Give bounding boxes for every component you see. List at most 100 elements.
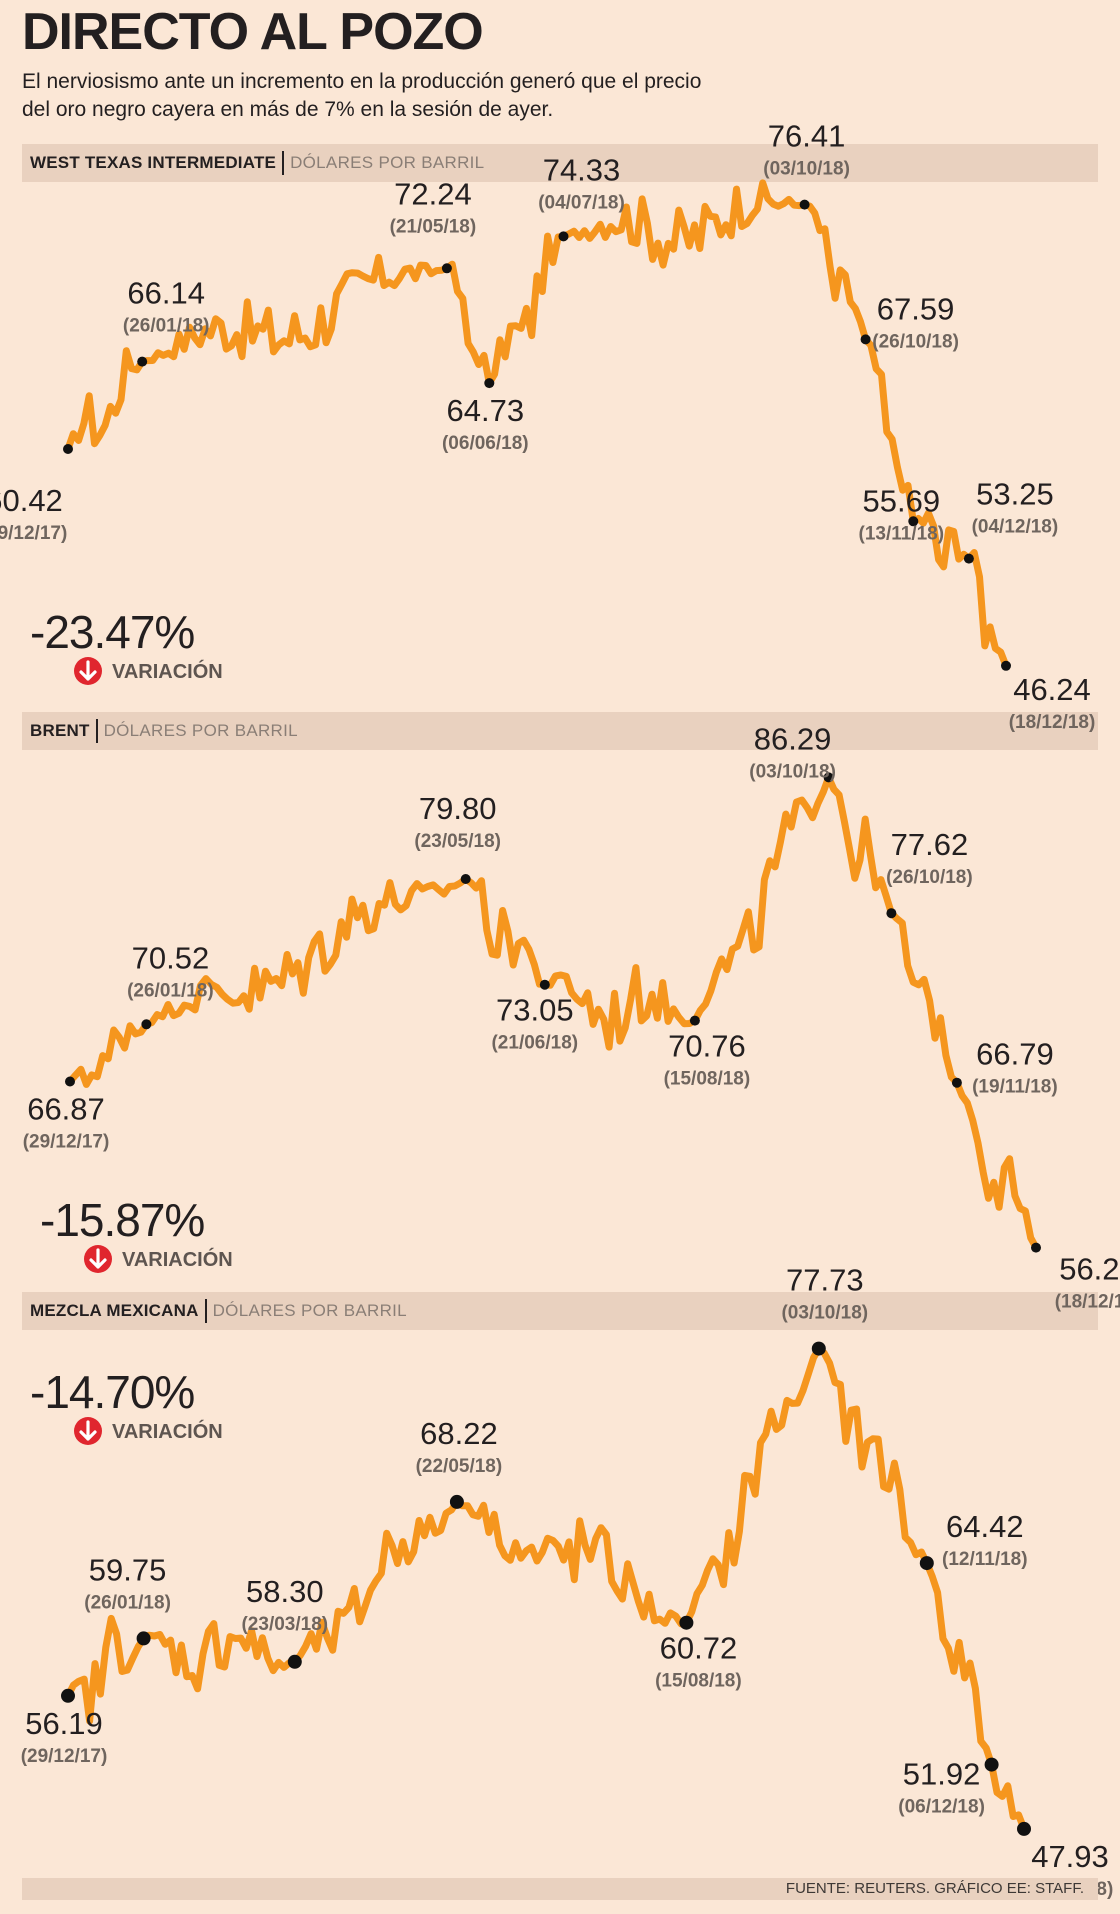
series-line xyxy=(64,179,1010,670)
data-label: 53.25 xyxy=(976,477,1054,512)
data-point xyxy=(963,553,974,564)
variation-label: VARIACIÓN xyxy=(112,659,223,683)
data-label: 64.73 xyxy=(447,393,525,428)
data-point xyxy=(823,772,834,783)
data-point xyxy=(1017,1821,1031,1836)
data-point xyxy=(539,979,550,990)
data-label: 46.24 xyxy=(1013,672,1091,707)
data-point xyxy=(799,199,810,210)
data-label: 73.05 xyxy=(496,993,574,1028)
data-label: 70.52 xyxy=(132,940,210,975)
date-label: (29/12/17) xyxy=(0,523,67,544)
data-point xyxy=(1001,660,1011,671)
band-divider xyxy=(282,151,285,175)
data-label: 74.33 xyxy=(543,152,621,187)
series-line xyxy=(66,773,1040,1252)
data-point xyxy=(137,356,148,367)
data-label: 60.72 xyxy=(660,1631,738,1666)
variation-percent: -15.87% xyxy=(40,1194,204,1246)
brent-header-band: BRENT DÓLARES POR BARRIL xyxy=(22,712,1098,750)
data-label: 67.59 xyxy=(877,291,955,326)
data-label: 64.42 xyxy=(946,1509,1024,1544)
date-label: (04/12/18) xyxy=(972,517,1059,538)
data-point xyxy=(141,1019,152,1030)
date-label: (23/03/18) xyxy=(241,1614,328,1635)
data-point xyxy=(886,908,897,919)
wti-unit-label: DÓLARES POR BARRIL xyxy=(290,153,485,172)
date-label: (03/10/18) xyxy=(763,159,850,180)
date-label: (29/12/17) xyxy=(21,1746,108,1767)
down-arrow-glyph xyxy=(79,1420,97,1441)
date-label: (03/10/18) xyxy=(781,1303,868,1324)
date-label: (15/08/18) xyxy=(664,1069,751,1090)
date-label: (26/01/18) xyxy=(127,980,214,1001)
data-point xyxy=(679,1615,694,1630)
data-label: 77.73 xyxy=(786,1263,864,1298)
date-label: (15/08/18) xyxy=(655,1671,742,1692)
band-divider xyxy=(95,719,98,743)
data-label: 79.80 xyxy=(419,791,497,826)
data-label: 66.14 xyxy=(127,276,205,311)
data-label: 66.79 xyxy=(976,1037,1054,1072)
data-point xyxy=(984,1757,999,1772)
page-subtitle: El nerviosismo ante un incremento en la … xyxy=(22,68,782,124)
data-point xyxy=(919,1556,934,1571)
page-title: DIRECTO AL POZO xyxy=(22,3,484,61)
date-label: (26/10/18) xyxy=(872,331,959,352)
date-label: (22/05/18) xyxy=(416,1456,503,1477)
data-point xyxy=(484,378,495,389)
variation-percent: -23.47% xyxy=(30,606,194,658)
mezcla-series-name: MEZCLA MEXICANA xyxy=(30,1301,199,1320)
source-footer: FUENTE: REUTERS. GRÁFICO EE: STAFF. xyxy=(22,1878,1098,1900)
date-label: (12/11/18) xyxy=(942,1549,1028,1570)
data-point xyxy=(63,444,73,454)
down-arrow-glyph xyxy=(79,660,97,681)
data-point xyxy=(951,1077,962,1088)
date-label: (18/12/18) xyxy=(1009,712,1096,733)
data-point xyxy=(441,263,452,274)
data-point xyxy=(860,334,871,345)
date-label: (21/05/18) xyxy=(390,216,477,237)
data-point xyxy=(908,516,919,527)
data-label: 86.29 xyxy=(754,721,832,756)
wti-series-name: WEST TEXAS INTERMEDIATE xyxy=(30,153,277,172)
down-arrow-glyph xyxy=(89,1248,107,1269)
wti-header-band: WEST TEXAS INTERMEDIATE DÓLARES POR BARR… xyxy=(22,144,1098,182)
date-label: (26/01/18) xyxy=(123,316,210,337)
data-point xyxy=(65,1076,75,1087)
data-point xyxy=(1031,1242,1041,1253)
date-label: (26/01/18) xyxy=(84,1592,171,1613)
date-label: (21/06/18) xyxy=(491,1033,578,1054)
brent-unit-label: DÓLARES POR BARRIL xyxy=(103,721,298,740)
data-label: 77.62 xyxy=(891,827,969,862)
date-label: (19/11/18) xyxy=(972,1077,1058,1098)
date-label: (23/05/18) xyxy=(414,831,501,852)
subtitle-line-2: del oro negro cayera en más de 7% en la … xyxy=(22,98,554,121)
data-point xyxy=(449,1494,464,1509)
date-label: (06/12/18) xyxy=(898,1797,985,1818)
band-divider xyxy=(204,1299,207,1323)
series-line xyxy=(64,1345,1028,1833)
date-label: (18/12/18) xyxy=(1055,1292,1120,1313)
mezcla-unit-label: DÓLARES POR BARRIL xyxy=(212,1301,407,1320)
data-label: 76.41 xyxy=(768,119,846,154)
data-point xyxy=(689,1015,700,1026)
data-point xyxy=(811,1341,826,1356)
variation-percent: -14.70% xyxy=(30,1366,194,1418)
subtitle-line-1: El nerviosismo ante un incremento en la … xyxy=(22,70,702,93)
data-label: 66.87 xyxy=(27,1092,105,1127)
data-point xyxy=(61,1688,75,1703)
data-point xyxy=(136,1631,151,1646)
data-label: 68.22 xyxy=(420,1416,498,1451)
variation-label: VARIACIÓN xyxy=(122,1247,233,1271)
data-label: 70.76 xyxy=(668,1029,746,1064)
date-label: (03/10/18) xyxy=(749,761,836,782)
data-label: 47.93 xyxy=(1031,1839,1109,1874)
data-label: 55.69 xyxy=(863,483,941,518)
data-point xyxy=(287,1654,302,1669)
data-label: 51.92 xyxy=(903,1757,981,1792)
date-label: (29/12/17) xyxy=(23,1132,110,1153)
date-label: (26/10/18) xyxy=(886,867,973,888)
mezcla-header-band: MEZCLA MEXICANA DÓLARES POR BARRIL xyxy=(22,1292,1098,1330)
